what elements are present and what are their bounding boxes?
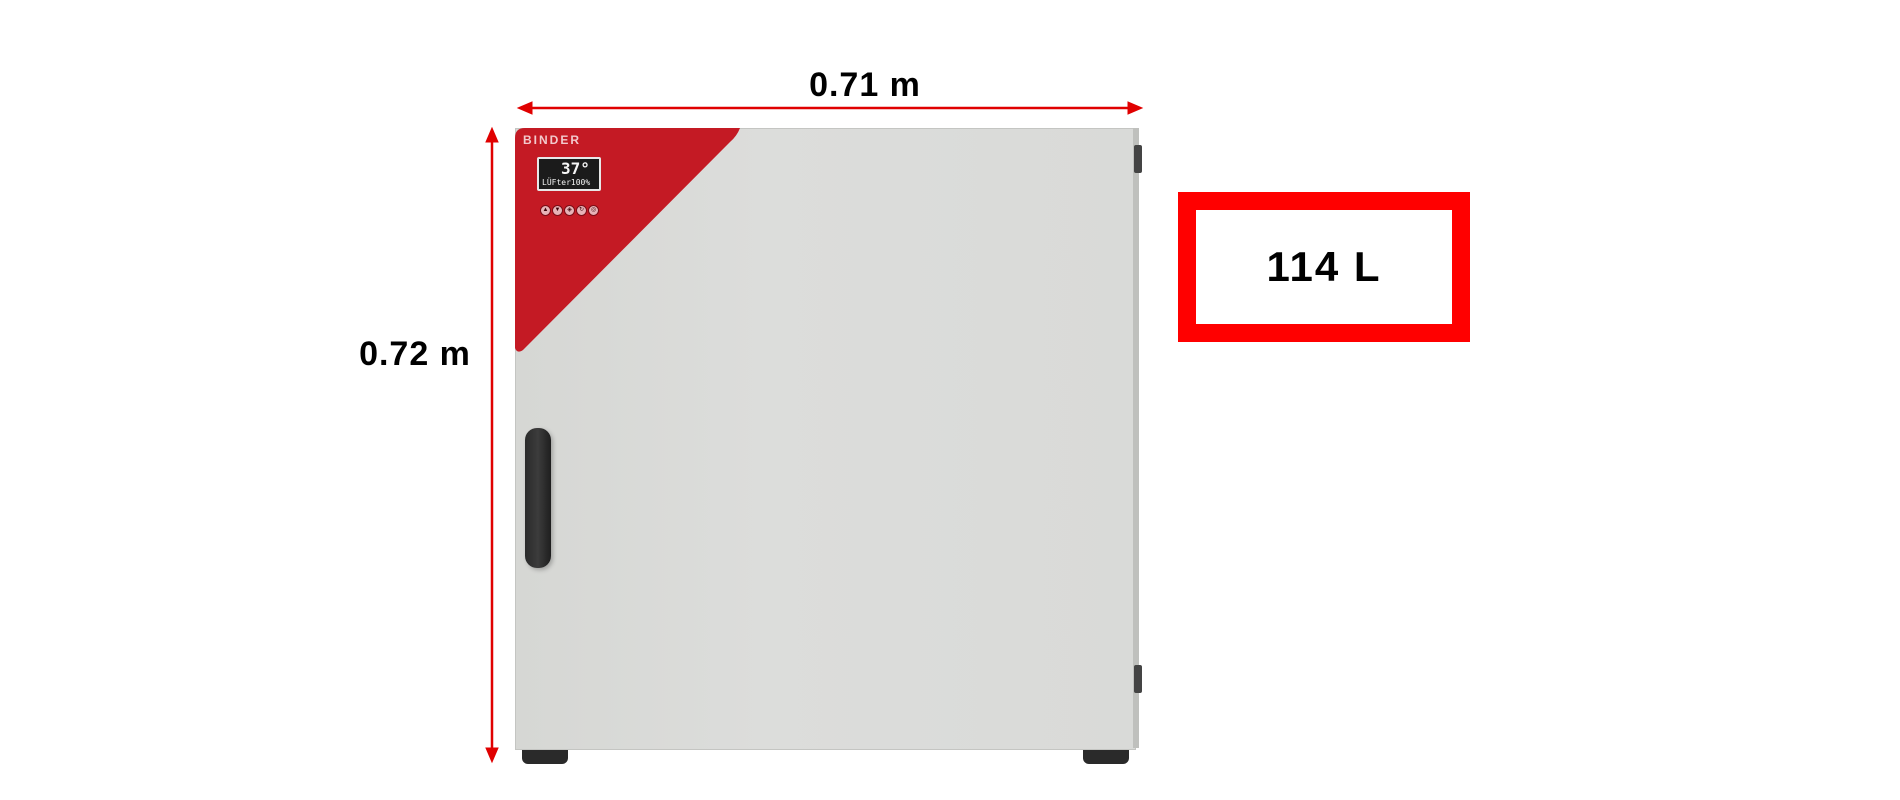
height-arrow [485, 126, 499, 764]
display-status-line: LÜFter100% [542, 178, 591, 187]
key-down[interactable]: ▼ [552, 205, 563, 216]
door-handle[interactable] [525, 428, 551, 568]
hinge-top [1134, 145, 1142, 173]
width-dimension-label: 0.71 m [809, 66, 921, 104]
foot-right [1083, 750, 1129, 764]
volume-label: 114 L [1266, 243, 1382, 290]
key-ok[interactable]: ◎ [588, 205, 599, 216]
display-temperature: 37° [561, 159, 590, 178]
controller-display: 37° LÜFter100% [537, 157, 601, 191]
key-menu[interactable]: ◈ [564, 205, 575, 216]
hinge-bottom [1134, 665, 1142, 693]
key-up[interactable]: ▲ [540, 205, 551, 216]
foot-left [522, 750, 568, 764]
key-back[interactable]: ↻ [576, 205, 587, 216]
height-dimension-label: 0.72 m [359, 335, 471, 373]
incubator-side-edge [1133, 128, 1139, 748]
width-arrow [516, 101, 1144, 115]
brand-logo: BINDER [523, 133, 582, 147]
volume-box: 114 L [1178, 192, 1470, 342]
